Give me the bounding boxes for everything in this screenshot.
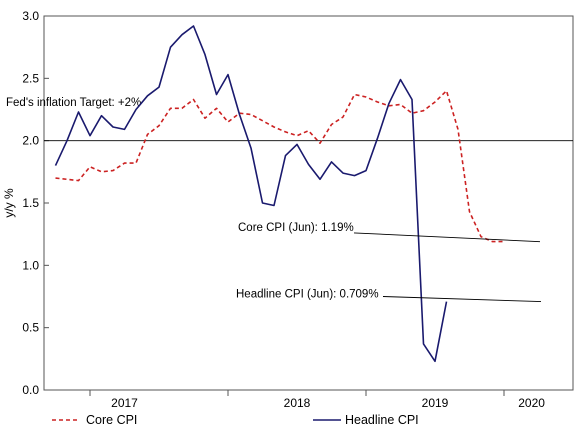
x-tick-label: 2018 xyxy=(284,396,311,410)
legend: Core CPI Headline CPI xyxy=(52,413,419,427)
y-tick-label: 2.0 xyxy=(22,134,39,148)
annotation-headline-leader xyxy=(382,296,542,303)
series-layer xyxy=(54,25,504,363)
x-tick-label: 2020 xyxy=(518,396,545,410)
y-axis: 0.0 0.5 1.0 1.5 2.0 2.5 3.0 xyxy=(22,9,49,397)
y-axis-label: y/y % xyxy=(2,188,16,218)
y-tick-label: 0.0 xyxy=(22,383,39,397)
y-tick-label: 0.5 xyxy=(22,321,39,335)
x-tick-label: 2019 xyxy=(422,396,449,410)
y-tick-label: 1.5 xyxy=(22,196,39,210)
annotation-core-text: Core CPI (Jun): 1.19% xyxy=(238,222,354,234)
plot-frame xyxy=(43,15,574,391)
legend-headline-label: Headline CPI xyxy=(345,413,419,427)
headline-cpi-line xyxy=(54,25,448,363)
legend-core-label: Core CPI xyxy=(86,413,137,427)
y-tick-label: 2.5 xyxy=(22,71,39,85)
y-tick-label: 1.0 xyxy=(22,258,39,272)
annotation-core: Core CPI (Jun): 1.19% xyxy=(238,222,541,243)
y-tick-label: 3.0 xyxy=(22,9,39,23)
target-label: Fed's inflation Target: +2% xyxy=(6,97,141,109)
annotation-core-leader xyxy=(353,232,541,243)
x-axis: 2017 2018 2019 2020 xyxy=(89,390,545,410)
core-cpi-line xyxy=(55,90,504,243)
annotation-headline: Headline CPI (Jun): 0.709% xyxy=(236,289,542,303)
x-tick-label: 2017 xyxy=(111,396,138,410)
annotation-headline-text: Headline CPI (Jun): 0.709% xyxy=(236,289,379,301)
